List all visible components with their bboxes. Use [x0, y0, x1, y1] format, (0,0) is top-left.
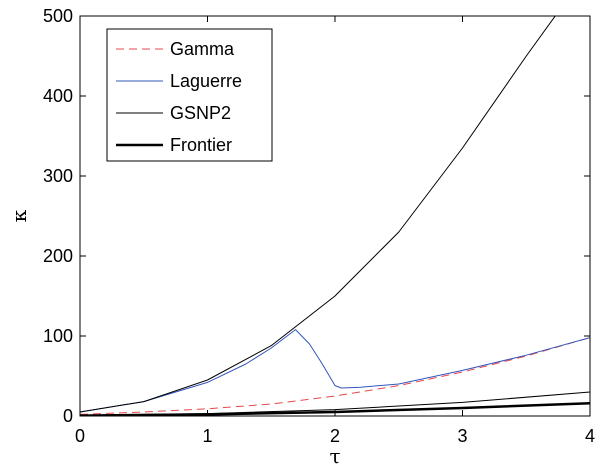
y-tick-label: 200 [43, 246, 73, 266]
legend-label-gsnp2: GSNP2 [170, 103, 231, 123]
y-tick-label: 500 [43, 6, 73, 26]
x-tick-label: 1 [202, 426, 212, 446]
legend: Gamma Laguerre GSNP2 Frontier [106, 28, 273, 162]
x-tick-label: 2 [330, 426, 340, 446]
x-tick-label: 0 [75, 426, 85, 446]
legend-box [106, 28, 273, 162]
y-tick-label: 0 [63, 406, 73, 426]
y-tick-label: 300 [43, 166, 73, 186]
y-tick-label: 100 [43, 326, 73, 346]
x-tick-label: 4 [585, 426, 595, 446]
axis-ticks: 0 1 2 3 4 0 100 200 300 400 500 [43, 6, 595, 446]
x-axis-label: τ [329, 444, 340, 468]
legend-label-laguerre: Laguerre [170, 71, 242, 91]
y-tick-label: 400 [43, 86, 73, 106]
legend-label-frontier: Frontier [170, 135, 232, 155]
x-tick-label: 3 [457, 426, 467, 446]
series-line-gsnp2 [80, 16, 556, 413]
series-line-gamma [80, 337, 590, 415]
y-axis-label: κ [7, 209, 31, 222]
legend-label-gamma: Gamma [170, 39, 235, 59]
series-line-laguerre [80, 329, 590, 413]
